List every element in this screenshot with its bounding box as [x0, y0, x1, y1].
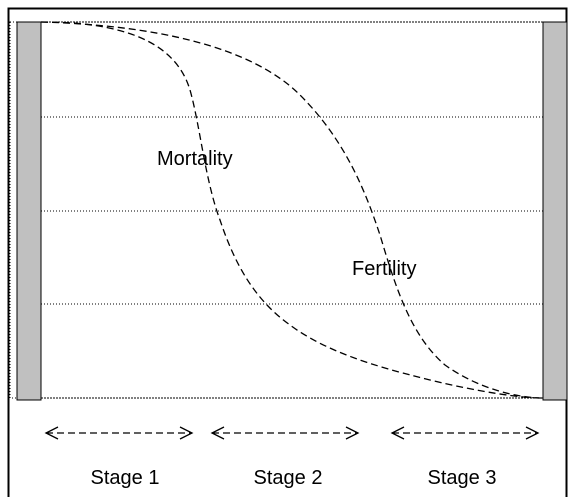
arrow-head — [210, 426, 225, 440]
arrow-head — [345, 426, 360, 440]
mortality-label: Mortality — [157, 148, 233, 170]
stage-label: Stage 2 — [254, 467, 323, 489]
left-bar — [16, 21, 42, 401]
stage-arrows — [44, 426, 540, 440]
arrow-head — [390, 426, 405, 440]
mortality-curve — [40, 21, 544, 399]
right-bar — [542, 21, 568, 401]
arrow-head — [525, 426, 540, 440]
stage-label: Stage 3 — [428, 467, 497, 489]
arrow-head — [44, 426, 59, 440]
fertility-curve — [40, 21, 544, 399]
fertility-label: Fertility — [352, 258, 416, 280]
stage-label: Stage 1 — [91, 467, 160, 489]
arrow-head — [179, 426, 194, 440]
